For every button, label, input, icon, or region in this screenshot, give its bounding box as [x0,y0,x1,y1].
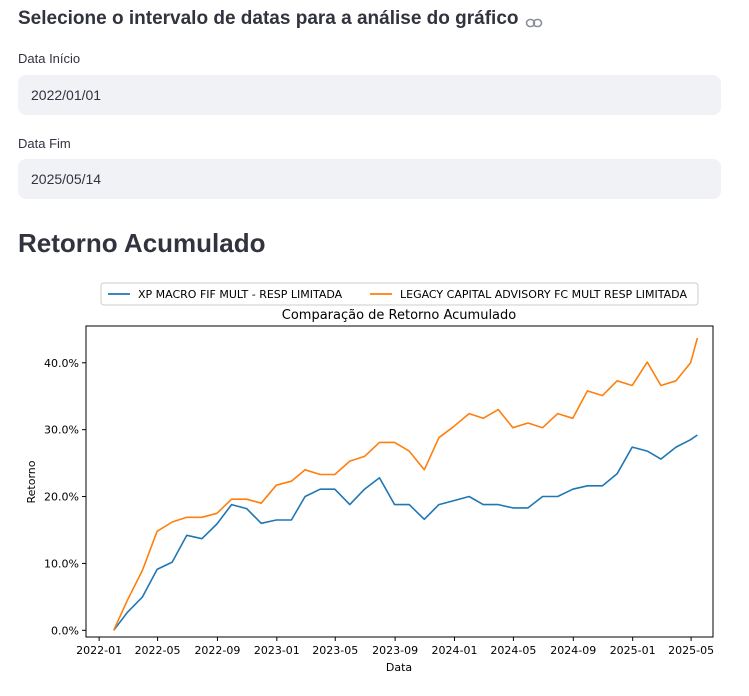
y-tick-label: 40.0% [44,357,79,370]
series-line-1 [113,434,698,631]
legend-box [100,282,699,306]
legend-label-1: XP MACRO FIF MULT - RESP LIMITADA [138,288,343,301]
y-tick-label: 0.0% [51,624,79,637]
y-axis: 0.0% 10.0% 20.0% 30.0% 40.0% [44,357,86,637]
link-icon[interactable] [525,13,543,28]
x-tick-label: 2023-01 [254,644,300,657]
plot-frame [85,325,714,638]
x-tick-label: 2024-09 [550,644,596,657]
x-tick-label: 2023-05 [312,644,358,657]
x-tick-label: 2025-05 [668,644,714,657]
x-tick-label: 2022-01 [76,644,122,657]
section-header: Selecione o intervalo de datas para a an… [18,8,543,30]
x-tick-label: 2023-09 [372,644,418,657]
legend-label-2: LEGACY CAPITAL ADVISORY FC MULT RESP LIM… [400,288,687,301]
chart-legend: XP MACRO FIF MULT - RESP LIMITADA LEGACY … [100,282,699,306]
y-tick-label: 20.0% [44,491,79,504]
x-tick-label: 2024-01 [432,644,478,657]
x-tick-label: 2022-09 [194,644,240,657]
section-header-text: Selecione o intervalo de datas para a an… [18,8,519,29]
series-lines [112,337,699,631]
start-date-label: Data Início [18,51,81,66]
chart-heading: Retorno Acumulado [18,228,266,258]
x-axis-label: Data [386,661,412,674]
x-tick-label: 2024-05 [490,644,536,657]
end-date-label: Data Fim [18,136,71,151]
x-tick-label: 2022-05 [135,644,181,657]
chart-title: Comparação de Retorno Acumulado [282,308,517,323]
cumulative-return-chart: XP MACRO FIF MULT - RESP LIMITADA LEGACY … [25,282,714,674]
end-date-input[interactable] [18,159,721,199]
x-axis: 2022-01 2022-05 2022-09 2023-01 2023-05 2023-… [76,637,714,657]
y-tick-label: 30.0% [44,424,79,437]
series-line-2 [112,337,699,631]
start-date-input[interactable] [18,75,721,115]
x-tick-label: 2025-01 [610,644,656,657]
y-axis-label: Retorno [25,460,38,503]
y-tick-label: 10.0% [44,557,79,570]
